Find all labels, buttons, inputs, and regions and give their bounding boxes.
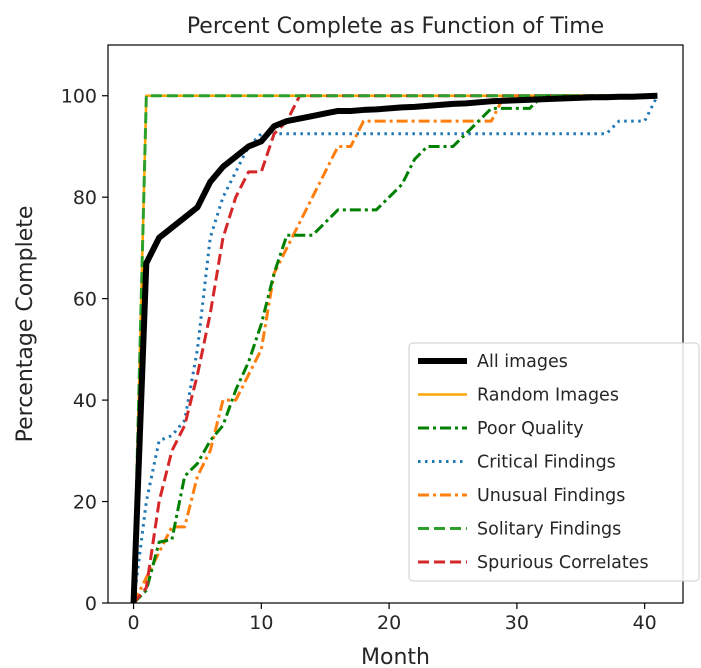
- y-tick-label: 0: [85, 593, 97, 615]
- chart-title: Percent Complete as Function of Time: [187, 14, 604, 39]
- x-tick-label: 0: [128, 612, 140, 634]
- y-tick-label: 80: [73, 187, 97, 209]
- series-line-poor-quality: [132, 94, 658, 603]
- x-tick-label: 30: [505, 612, 529, 634]
- plot-frame: [107, 44, 684, 604]
- x-tick-label: 40: [633, 612, 657, 634]
- y-tick-label: 60: [73, 289, 97, 311]
- legend: All images Random Images Poor Quality Criti…: [408, 342, 700, 582]
- legend-label: Unusual Findings: [477, 486, 625, 506]
- legend-label: Critical Findings: [477, 453, 616, 473]
- legend-label: Random Images: [477, 386, 619, 406]
- y-tick-label: 40: [73, 390, 97, 412]
- x-tick-label: 10: [249, 612, 273, 634]
- y-tick-label: 20: [73, 492, 97, 514]
- legend-label: Solitary Findings: [477, 520, 621, 540]
- y-axis-label: Percentage Complete: [13, 206, 38, 443]
- x-axis-label: Month: [361, 645, 430, 668]
- legend-label: Poor Quality: [477, 419, 584, 439]
- y-tick-label: 100: [61, 86, 97, 108]
- axes: 0 10 20 30 40 0 20 40 60 80 100: [61, 44, 684, 634]
- legend-label: All images: [477, 352, 568, 372]
- plot-area: [130, 92, 659, 603]
- series-line-unusual-findings: [132, 94, 658, 603]
- series-line-all-images: [130, 92, 658, 603]
- legend-box: [408, 342, 700, 582]
- x-tick-label: 20: [377, 612, 401, 634]
- legend-label: Spurious Correlates: [477, 553, 649, 573]
